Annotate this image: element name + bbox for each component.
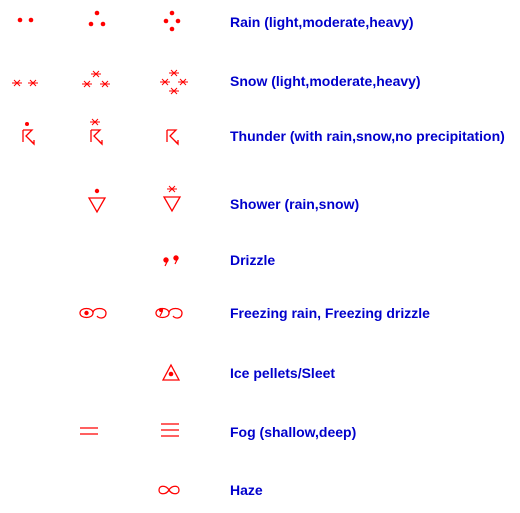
fog-shallow-icon <box>80 427 98 435</box>
snow-moderate-icon <box>82 70 110 88</box>
shower-snow-icon <box>162 185 182 213</box>
freezing-drizzle-icon <box>155 307 183 319</box>
freezing-rain-icon <box>79 307 107 319</box>
shower-rain-icon <box>87 188 107 214</box>
thunder-rain-icon <box>22 122 35 146</box>
ice-pellets-icon <box>161 363 181 381</box>
fog-label: Fog (shallow,deep) <box>230 424 357 440</box>
haze-label: Haze <box>230 482 263 498</box>
freezing-label: Freezing rain, Freezing drizzle <box>230 305 430 321</box>
thunder-label: Thunder (with rain,snow,no precipitation… <box>230 128 505 144</box>
thunder-no-precip-icon <box>166 129 179 146</box>
drizzle-icon <box>163 255 179 267</box>
snow-label: Snow (light,moderate,heavy) <box>230 73 421 89</box>
rain-heavy-icon <box>163 10 181 32</box>
rain-light-icon <box>17 17 34 23</box>
rain-label: Rain (light,moderate,heavy) <box>230 14 414 30</box>
rain-moderate-icon <box>88 10 106 27</box>
snow-light-icon <box>12 79 38 87</box>
ice-pellets-label: Ice pellets/Sleet <box>230 365 336 381</box>
drizzle-label: Drizzle <box>230 252 276 268</box>
fog-deep-icon <box>161 423 179 437</box>
snow-heavy-icon <box>160 69 188 95</box>
shower-label: Shower (rain,snow) <box>230 196 360 212</box>
thunder-snow-icon <box>90 118 103 146</box>
haze-icon <box>158 485 180 495</box>
